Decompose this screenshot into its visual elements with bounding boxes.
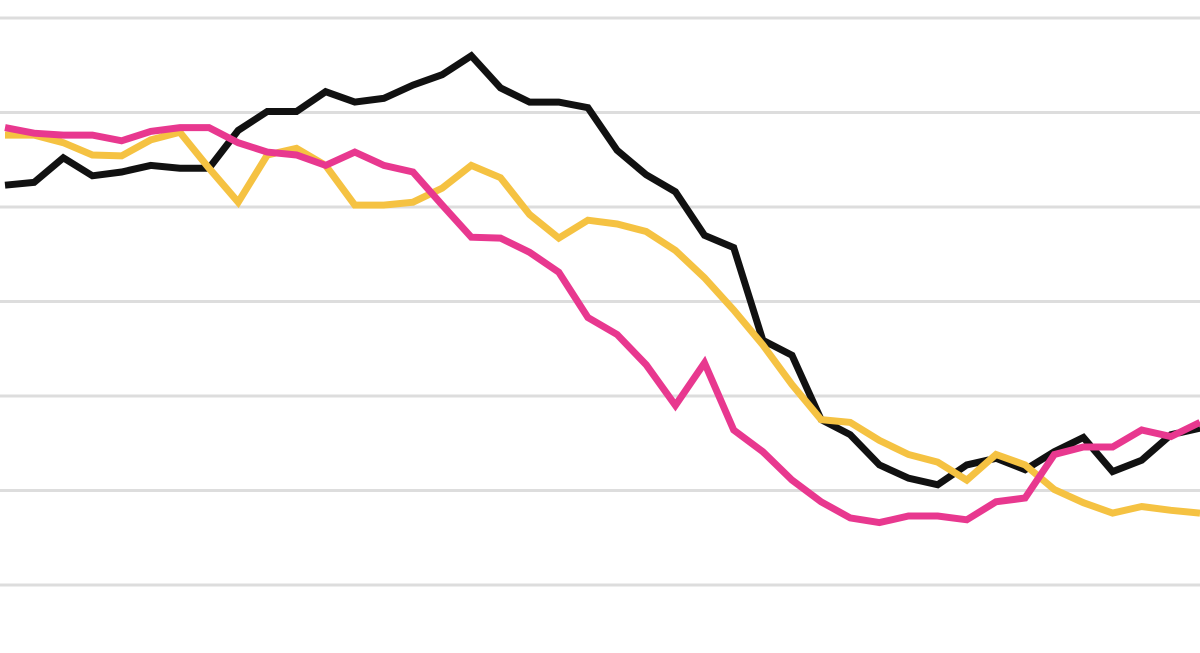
series-line xyxy=(4,124,1200,527)
series-line xyxy=(5,128,1200,517)
series-line xyxy=(4,51,1200,489)
